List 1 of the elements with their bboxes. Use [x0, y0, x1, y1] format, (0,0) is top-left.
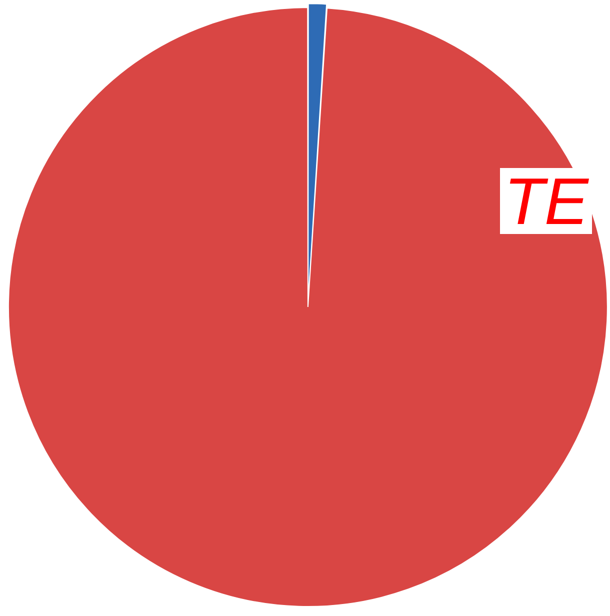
text: TE	[503, 164, 590, 238]
